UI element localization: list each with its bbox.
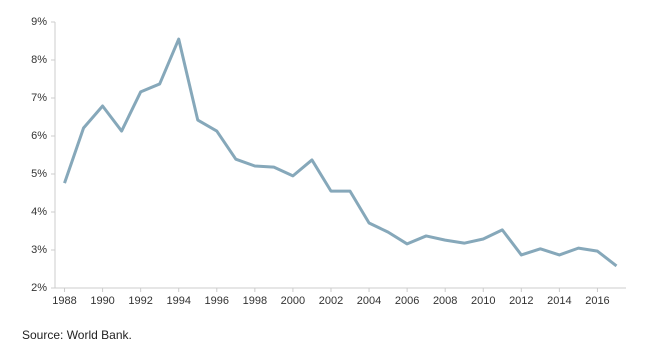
y-tick-label: 5% <box>31 168 47 180</box>
x-tick-label: 1998 <box>243 295 267 307</box>
x-tick-label: 2004 <box>357 295 381 307</box>
x-tick-label: 1992 <box>128 295 152 307</box>
x-tick-label: 1996 <box>205 295 229 307</box>
source-note: Source: World Bank. <box>22 328 132 342</box>
x-tick-label: 1988 <box>52 295 76 307</box>
y-tick-label: 9% <box>31 16 47 28</box>
x-tick-label: 2006 <box>395 295 419 307</box>
y-tick-label: 2% <box>31 282 47 294</box>
y-tick-label: 4% <box>31 206 47 218</box>
x-tick-label: 2010 <box>471 295 495 307</box>
x-tick-label: 1994 <box>166 295 190 307</box>
y-tick-label: 6% <box>31 130 47 142</box>
x-tick-label: 2012 <box>509 295 533 307</box>
x-tick-label: 2014 <box>547 295 571 307</box>
x-tick-label: 2008 <box>433 295 457 307</box>
x-tick-label: 2002 <box>319 295 343 307</box>
x-tick-label: 2016 <box>585 295 609 307</box>
y-tick-label: 3% <box>31 244 47 256</box>
y-tick-label: 7% <box>31 92 47 104</box>
x-tick-label: 1990 <box>90 295 114 307</box>
x-tick-label: 2000 <box>281 295 305 307</box>
y-tick-label: 8% <box>31 54 47 66</box>
data-line <box>63 37 618 268</box>
